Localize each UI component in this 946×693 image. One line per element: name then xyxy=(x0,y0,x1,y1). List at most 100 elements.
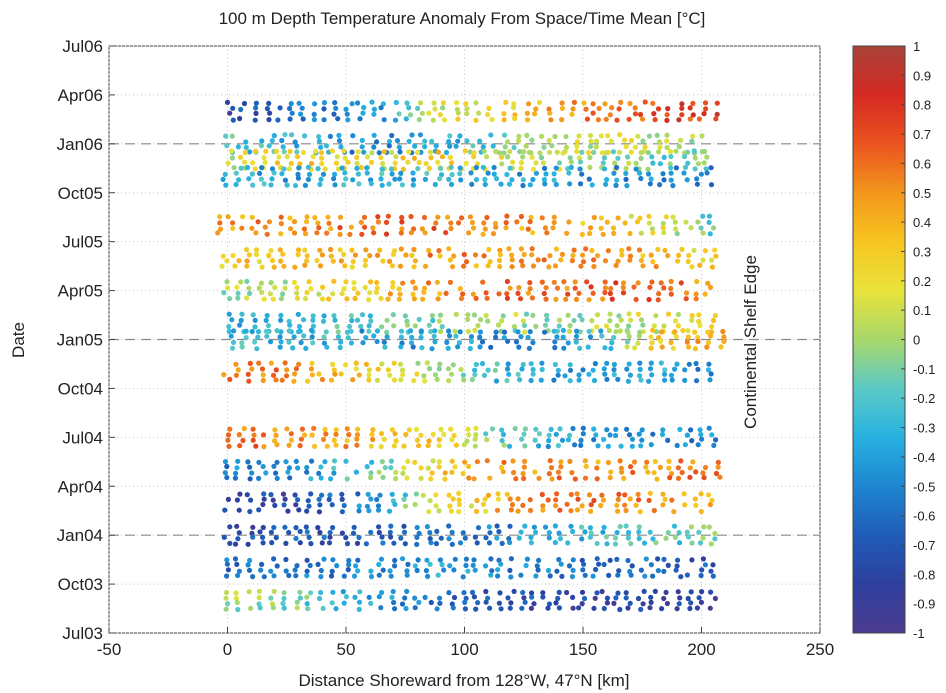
data-point xyxy=(368,181,374,187)
data-point xyxy=(322,166,328,172)
data-point xyxy=(284,182,290,188)
data-point xyxy=(618,317,624,323)
data-point xyxy=(392,117,399,123)
data-point xyxy=(640,601,646,607)
data-point xyxy=(577,181,584,187)
data-point xyxy=(676,117,682,123)
data-point xyxy=(383,219,390,225)
data-point xyxy=(250,534,256,540)
data-point xyxy=(570,106,576,112)
data-point xyxy=(433,143,439,149)
data-point xyxy=(706,219,712,225)
data-point xyxy=(249,214,255,220)
data-point xyxy=(427,498,433,504)
data-point xyxy=(486,246,492,253)
data-point xyxy=(381,117,387,123)
data-point xyxy=(442,117,448,123)
data-point xyxy=(521,251,527,258)
data-point xyxy=(366,594,372,600)
data-point xyxy=(464,138,470,144)
data-point xyxy=(539,215,545,221)
data-point xyxy=(475,323,481,329)
data-point xyxy=(620,290,627,296)
data-point xyxy=(412,595,418,601)
data-point xyxy=(421,289,427,295)
data-point xyxy=(270,372,277,378)
data-point xyxy=(229,345,236,351)
data-point xyxy=(600,529,606,535)
data-point xyxy=(628,213,634,219)
data-point xyxy=(530,176,536,183)
data-point xyxy=(513,311,519,317)
data-point xyxy=(315,220,321,226)
data-point xyxy=(434,279,440,285)
data-point xyxy=(552,339,558,345)
data-point xyxy=(619,469,625,475)
data-point xyxy=(682,442,689,448)
data-point xyxy=(256,360,262,366)
data-point xyxy=(319,155,325,161)
data-point xyxy=(707,284,714,290)
data-point xyxy=(664,138,670,144)
data-point xyxy=(220,176,226,182)
data-point xyxy=(611,367,617,373)
data-point xyxy=(348,224,354,230)
data-point xyxy=(576,377,582,383)
data-point xyxy=(448,160,455,166)
data-point xyxy=(699,567,705,573)
data-point xyxy=(361,214,368,220)
data-point xyxy=(396,286,402,292)
data-point xyxy=(305,378,311,384)
data-point xyxy=(309,432,315,438)
data-point xyxy=(405,561,411,568)
data-point xyxy=(521,431,527,437)
data-point xyxy=(508,556,514,562)
data-point xyxy=(388,465,394,471)
data-point xyxy=(457,286,463,292)
data-point xyxy=(285,469,291,475)
data-point xyxy=(646,497,652,503)
data-point xyxy=(532,111,538,117)
data-point xyxy=(266,219,272,225)
data-point xyxy=(261,496,267,502)
data-point xyxy=(579,149,585,155)
data-point xyxy=(354,165,360,171)
data-point xyxy=(458,295,465,302)
data-point xyxy=(618,443,624,449)
data-point xyxy=(356,181,362,187)
data-point xyxy=(571,99,578,105)
data-point xyxy=(665,311,672,317)
data-point xyxy=(233,590,239,596)
data-point xyxy=(683,219,689,225)
data-point xyxy=(233,372,239,378)
data-point xyxy=(404,475,410,481)
data-point xyxy=(333,105,339,111)
data-point xyxy=(587,334,594,340)
data-point xyxy=(688,600,694,606)
data-point xyxy=(345,159,351,165)
data-point xyxy=(554,491,560,497)
data-point xyxy=(329,148,335,154)
data-point xyxy=(472,443,478,449)
data-point xyxy=(627,100,633,107)
data-point xyxy=(463,562,469,569)
data-point xyxy=(489,426,496,432)
data-point xyxy=(577,312,583,319)
data-point xyxy=(542,165,548,171)
data-point xyxy=(267,110,273,116)
data-point xyxy=(332,100,338,106)
data-point xyxy=(628,317,634,323)
data-point xyxy=(705,492,712,498)
data-point xyxy=(676,144,682,150)
data-point xyxy=(312,215,318,221)
y-tick-label: Oct04 xyxy=(58,379,103,398)
data-point xyxy=(637,509,643,515)
data-point xyxy=(385,296,391,302)
data-point xyxy=(308,327,315,333)
data-point xyxy=(711,442,717,448)
data-point xyxy=(661,556,667,563)
data-point xyxy=(464,438,470,444)
data-point xyxy=(524,117,531,123)
data-point xyxy=(225,285,231,291)
data-point xyxy=(482,226,488,232)
